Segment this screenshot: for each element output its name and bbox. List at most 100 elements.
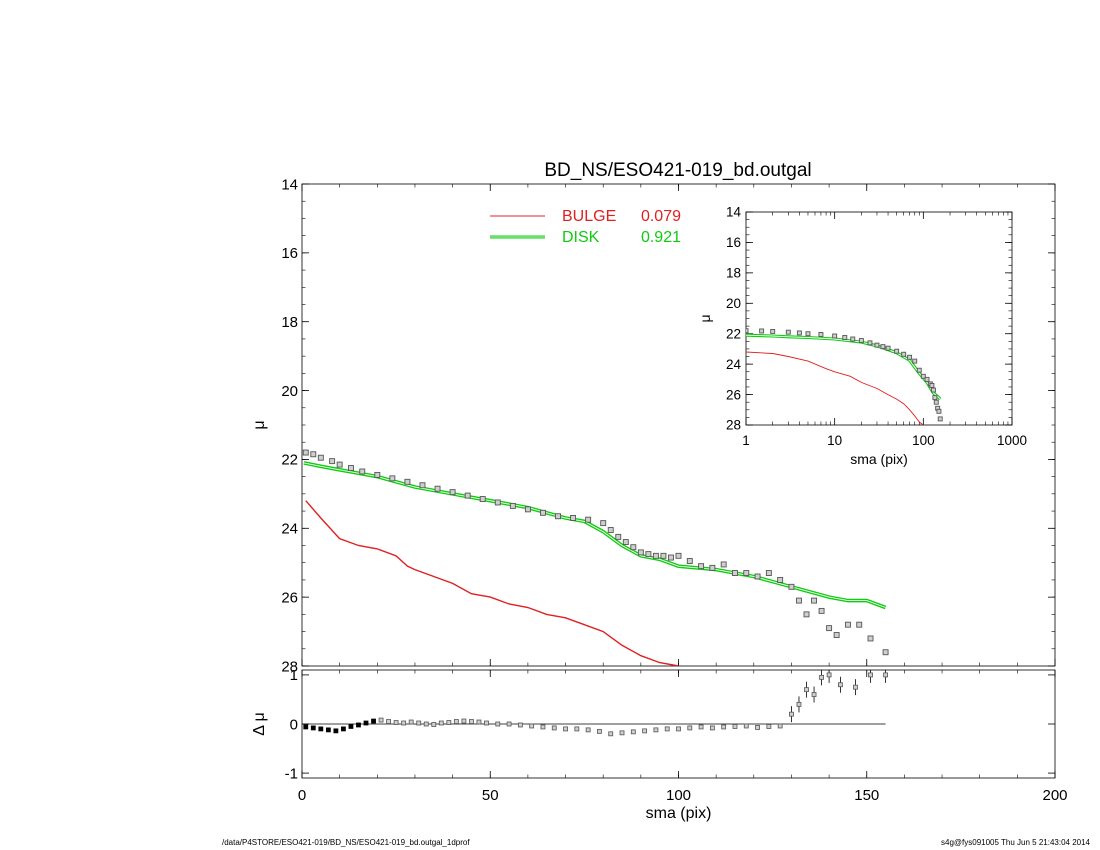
profile-data-point <box>607 527 614 533</box>
residual-data-point <box>453 719 459 724</box>
profile-data-point <box>630 544 637 551</box>
inset-data-point <box>912 358 918 364</box>
legend: BULGE 0.079 DISK 0.921 <box>490 208 681 246</box>
profile-data-point <box>720 561 727 568</box>
residual-data-point <box>393 720 399 725</box>
profile-data-point <box>833 632 840 638</box>
residual-data-point <box>310 725 316 731</box>
main-plot: 14 16 18 20 22 24 26 28 μ <box>251 176 1056 675</box>
profile-data-point <box>615 533 622 540</box>
profile-data-point <box>698 563 705 570</box>
residual-xtick-label: 200 <box>1042 787 1067 804</box>
residual-data-point <box>585 727 591 733</box>
residual-data-point <box>698 724 704 730</box>
profile-data-point <box>660 552 667 559</box>
profile-data-point <box>419 482 426 489</box>
profile-data-point <box>796 597 802 604</box>
residual-data-point <box>356 722 361 728</box>
residual-data-point <box>333 728 339 734</box>
legend-bulge-name: BULGE <box>562 208 616 225</box>
inset-ytick-label: 18 <box>726 266 741 281</box>
inset-data-point <box>933 399 939 405</box>
residual-ytick-label: 1 <box>290 667 298 684</box>
profile-data-point <box>652 552 659 559</box>
residual-data-point <box>766 724 772 729</box>
profile-data-point <box>811 597 817 604</box>
inset-data-point <box>867 340 873 346</box>
residual-data-point <box>676 726 681 732</box>
profile-data-point <box>570 515 577 521</box>
profile-disk-line <box>303 461 887 610</box>
inset-ytick-label: 26 <box>726 387 741 402</box>
legend-disk-value: 0.921 <box>641 229 681 246</box>
inset-data-point <box>785 329 791 335</box>
residual-data-point <box>755 725 760 730</box>
residual-xtick-label: 100 <box>666 787 691 804</box>
residual-data-point <box>529 723 535 729</box>
residual-data-point <box>826 672 832 678</box>
inset-disk-line <box>746 333 942 401</box>
inset-data-point <box>885 345 891 351</box>
profile-ytick-label: 18 <box>281 314 298 331</box>
residual-data-area <box>302 670 888 737</box>
residual-data-point <box>469 719 474 724</box>
residual-data-point <box>386 719 391 724</box>
profile-data-point <box>329 458 336 465</box>
inset-x-axis-label: sma (pix) <box>850 451 908 467</box>
residual-data-point <box>811 692 817 697</box>
inset-ytick-label: 14 <box>726 205 742 220</box>
profile-data-point <box>479 496 486 502</box>
residual-data-point <box>506 721 512 727</box>
inset-data-point <box>930 387 936 393</box>
residual-data-point <box>819 674 824 680</box>
profile-ytick-label: 28 <box>281 658 298 675</box>
profile-data-point <box>434 485 441 492</box>
profile-ytick-label: 22 <box>281 452 298 469</box>
inset-data-point <box>796 330 802 336</box>
residual-data-point <box>325 727 331 733</box>
inset-data-point <box>770 328 776 334</box>
profile-data-point <box>826 625 833 632</box>
inset-data-point <box>936 408 942 414</box>
inset-data-point <box>874 342 880 348</box>
profile-data-point <box>645 551 652 558</box>
residual-data-point <box>318 726 324 732</box>
inset-ytick-label: 20 <box>726 296 741 311</box>
profile-data-point <box>754 573 761 580</box>
inset-data-point <box>937 416 943 422</box>
residual-data-point <box>630 729 636 735</box>
inset-data-point <box>832 333 838 339</box>
profile-data-point <box>803 611 810 618</box>
residual-data-point <box>341 726 346 732</box>
profile-data-point <box>765 570 772 576</box>
legend-disk-name: DISK <box>562 229 600 246</box>
profile-data-point <box>449 489 456 496</box>
profile-data-point <box>788 583 795 590</box>
residual-data-point <box>642 728 648 734</box>
inset-frame <box>745 211 1013 426</box>
profile-data-point <box>310 451 317 458</box>
residual-data-point <box>431 722 437 727</box>
residual-data-point <box>597 728 602 734</box>
inset-xtick-label: 100 <box>912 433 935 448</box>
inset-ytick-label: 28 <box>726 418 741 433</box>
residual-data-point <box>608 731 614 737</box>
profile-data-area <box>302 449 889 666</box>
residual-data-point <box>721 724 727 730</box>
residual-data-point <box>303 724 309 730</box>
inset-data-point <box>759 328 765 334</box>
profile-data-point <box>867 635 874 642</box>
profile-data-point <box>585 516 592 523</box>
residual-y-axis-label: Δ μ <box>251 712 268 735</box>
inset-ytick-label: 22 <box>726 326 741 341</box>
profile-data-point <box>302 449 309 456</box>
residual-x-axis-label: sma (pix) <box>646 805 712 822</box>
profile-ytick-label: 20 <box>281 383 298 400</box>
inset-data-point <box>818 332 824 337</box>
residual-data-point <box>883 672 888 678</box>
inset-ytick-label: 16 <box>726 235 741 250</box>
inset-data-point <box>858 338 864 344</box>
residual-data-point <box>551 725 557 731</box>
